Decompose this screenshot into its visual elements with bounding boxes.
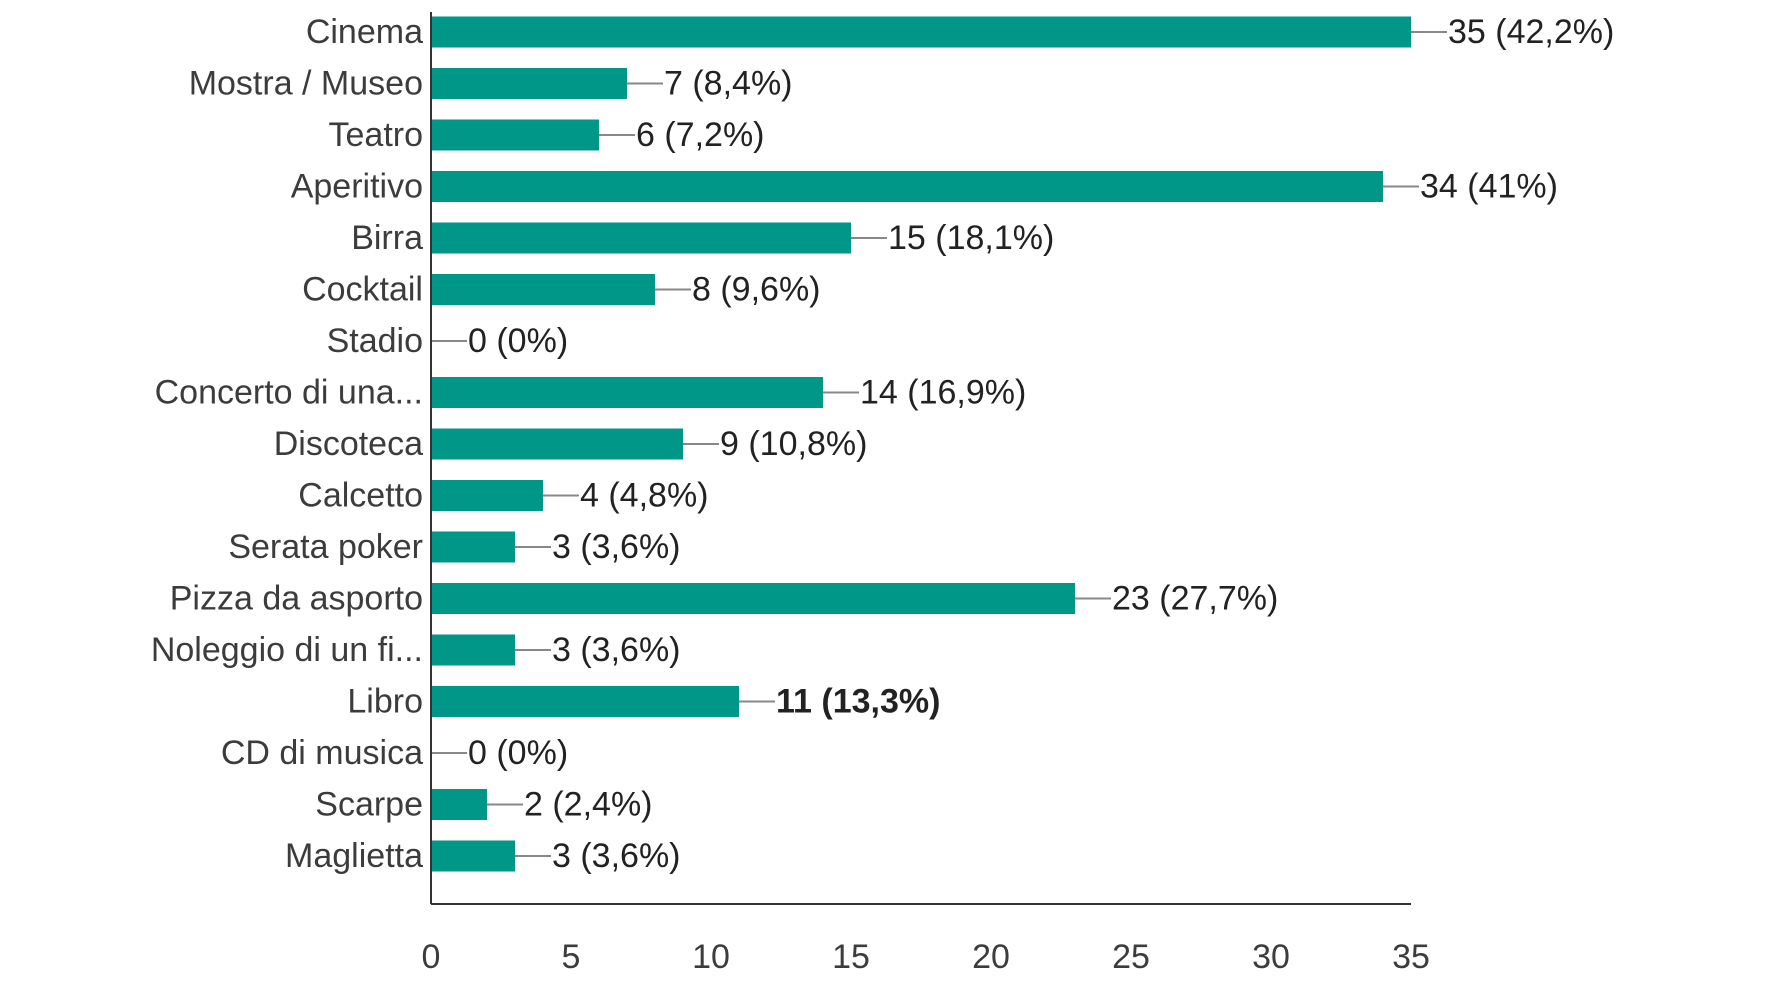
x-tick-label-0: 0: [422, 938, 441, 976]
bar-16: [431, 840, 515, 872]
category-label-3: Aperitivo: [291, 168, 423, 206]
value-label-15: 2 (2,4%): [524, 786, 653, 824]
bar-10: [431, 531, 515, 563]
category-label-0: Cinema: [306, 13, 423, 51]
value-label-3: 34 (41%): [1420, 168, 1558, 206]
category-label-11: Pizza da asporto: [170, 580, 423, 618]
bar-1: [431, 68, 627, 99]
x-tick-label-3: 15: [832, 938, 870, 976]
bar-11: [431, 583, 1075, 614]
bar-5: [431, 274, 655, 305]
x-tick-label-1: 5: [562, 938, 581, 976]
bar-9: [431, 480, 543, 511]
bar-15: [431, 789, 487, 820]
value-label-13: 11 (13,3%): [776, 683, 940, 721]
value-label-2: 6 (7,2%): [636, 116, 765, 154]
category-label-2: Teatro: [329, 116, 424, 154]
axes-layer: [430, 12, 1411, 905]
bar-7: [431, 377, 823, 408]
bars-layer: [431, 16, 1447, 872]
value-label-5: 8 (9,6%): [692, 271, 821, 309]
value-label-9: 4 (4,8%): [580, 477, 709, 515]
bar-3: [431, 171, 1383, 202]
category-label-1: Mostra / Museo: [189, 65, 423, 103]
value-label-11: 23 (27,7%): [1112, 580, 1278, 618]
x-tick-label-7: 35: [1392, 938, 1430, 976]
x-tick-label-4: 20: [972, 938, 1010, 976]
category-label-10: Serata poker: [228, 528, 423, 566]
bar-4: [431, 222, 851, 254]
category-label-13: Libro: [347, 683, 423, 721]
x-tick-label-2: 10: [692, 938, 730, 976]
value-label-10: 3 (3,6%): [552, 528, 681, 566]
value-label-12: 3 (3,6%): [552, 631, 681, 669]
value-label-7: 14 (16,9%): [860, 374, 1026, 412]
category-label-9: Calcetto: [298, 477, 423, 515]
category-label-7: Concerto di una...: [155, 374, 423, 412]
value-label-6: 0 (0%): [468, 322, 568, 360]
labels-layer: Cinema 35 (42,2%) Mostra / Museo 7 (8,4%) Te…: [151, 13, 1615, 976]
value-label-1: 7 (8,4%): [664, 65, 793, 103]
value-label-0: 35 (42,2%): [1448, 13, 1614, 51]
bar-2: [431, 119, 599, 151]
value-label-8: 9 (10,8%): [720, 425, 867, 463]
value-label-4: 15 (18,1%): [888, 219, 1054, 257]
category-label-14: CD di musica: [221, 734, 423, 772]
category-label-8: Discoteca: [274, 425, 423, 463]
category-label-15: Scarpe: [315, 786, 423, 824]
bar-8: [431, 428, 683, 460]
category-label-4: Birra: [351, 219, 423, 257]
category-label-5: Cocktail: [302, 271, 423, 309]
bar-13: [431, 686, 739, 717]
x-tick-label-6: 30: [1252, 938, 1290, 976]
value-label-16: 3 (3,6%): [552, 837, 681, 875]
bar-0: [431, 16, 1411, 48]
category-label-16: Maglietta: [285, 837, 423, 875]
x-tick-label-5: 25: [1112, 938, 1150, 976]
category-label-12: Noleggio di un fi...: [151, 631, 423, 669]
value-label-14: 0 (0%): [468, 734, 568, 772]
category-label-6: Stadio: [327, 322, 423, 360]
bar-12: [431, 634, 515, 666]
